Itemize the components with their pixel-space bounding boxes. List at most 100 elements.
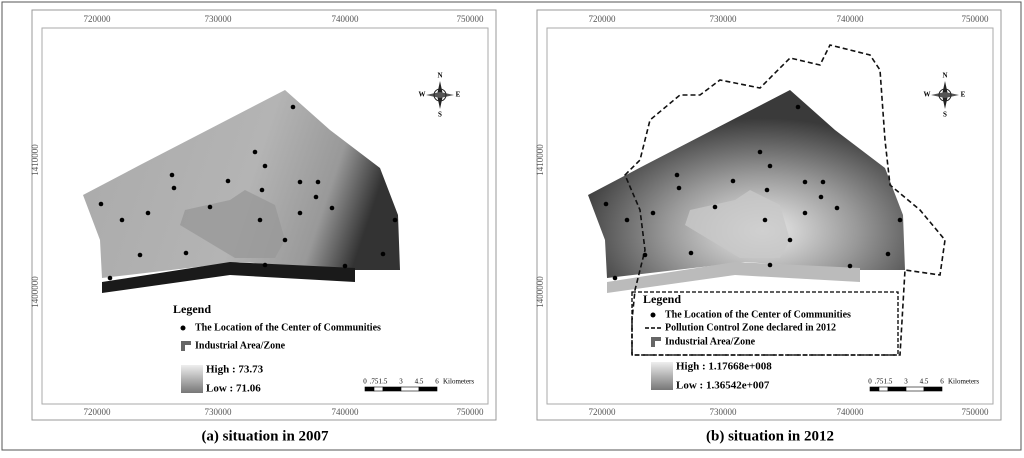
compass bbox=[433, 88, 447, 102]
community-dot bbox=[262, 262, 268, 268]
industrial-area bbox=[685, 190, 790, 258]
scale-label: 4.5 bbox=[415, 378, 424, 386]
scale-label: 1.5 bbox=[379, 378, 388, 386]
legend-title: Legend bbox=[173, 302, 211, 316]
y-coord-label: 1400000 bbox=[535, 276, 545, 308]
community-dot bbox=[802, 210, 808, 216]
community-dot bbox=[757, 149, 763, 155]
compass-label: E bbox=[961, 91, 966, 99]
x-coord-label: 750000 bbox=[962, 14, 990, 24]
scale-segment bbox=[905, 386, 925, 392]
community-dot bbox=[897, 217, 903, 223]
x-coord-label: 750000 bbox=[962, 407, 990, 417]
y-coord-label: 1400000 bbox=[30, 276, 40, 308]
legend-industrial bbox=[181, 341, 191, 351]
x-coord-label: 750000 bbox=[457, 407, 485, 417]
legend-ramp bbox=[651, 362, 673, 390]
community-dot bbox=[650, 210, 656, 216]
community-dot bbox=[252, 149, 258, 155]
community-dot bbox=[712, 204, 718, 210]
study-area bbox=[83, 90, 400, 278]
community-dot bbox=[169, 172, 175, 178]
legend-title: Legend bbox=[643, 292, 681, 306]
community-dot bbox=[145, 210, 151, 216]
community-dot bbox=[290, 104, 296, 110]
scale-unit: Kilometers bbox=[948, 378, 979, 386]
community-dot bbox=[847, 263, 853, 269]
compass-label: E bbox=[456, 91, 461, 99]
legend-item: Industrial Area/Zone bbox=[665, 336, 756, 347]
panel-frame bbox=[31, 9, 497, 421]
scale-label: 1.5 bbox=[884, 378, 893, 386]
x-coord-label: 730000 bbox=[205, 407, 233, 417]
caption: (b) situation in 2012 bbox=[706, 428, 834, 444]
legend-ramp bbox=[181, 365, 203, 393]
community-dot bbox=[624, 217, 630, 223]
scale-unit: Kilometers bbox=[443, 378, 474, 386]
scale-label: 6 bbox=[940, 378, 944, 386]
scale-segment bbox=[364, 386, 375, 392]
community-dot bbox=[820, 179, 826, 185]
community-dot bbox=[603, 201, 609, 207]
compass bbox=[426, 92, 454, 98]
compass bbox=[931, 92, 959, 98]
community-dot bbox=[315, 179, 321, 185]
y-coord-label: 1410000 bbox=[535, 144, 545, 176]
community-dot bbox=[259, 187, 265, 193]
x-coord-label: 750000 bbox=[457, 14, 485, 24]
community-dot bbox=[297, 179, 303, 185]
legend-low: Low : 71.06 bbox=[206, 383, 261, 395]
scale-label: 4.5 bbox=[920, 378, 929, 386]
community-dot bbox=[787, 237, 793, 243]
legend-dot bbox=[180, 325, 186, 331]
x-coord-label: 720000 bbox=[84, 407, 112, 417]
x-coord-label: 720000 bbox=[589, 14, 617, 24]
legend-frame bbox=[631, 291, 899, 356]
river-band bbox=[102, 262, 355, 293]
community-dot bbox=[262, 163, 268, 169]
caption: (a) situation in 2007 bbox=[201, 428, 329, 444]
compass-label: N bbox=[942, 72, 947, 80]
community-dot bbox=[834, 205, 840, 211]
legend-dot bbox=[650, 312, 656, 318]
legend-item: The Location of the Center of Communitie… bbox=[195, 322, 381, 333]
community-dot bbox=[676, 185, 682, 191]
community-dot bbox=[225, 178, 231, 184]
community-dot bbox=[392, 217, 398, 223]
scale-label: 0 bbox=[868, 378, 872, 386]
scale-segment bbox=[878, 386, 889, 392]
scale-label: 3 bbox=[399, 378, 403, 386]
community-dot bbox=[818, 194, 824, 200]
scale-segment bbox=[923, 386, 943, 392]
industrial-area bbox=[180, 190, 285, 258]
community-dot bbox=[730, 178, 736, 184]
compass-label: N bbox=[437, 72, 442, 80]
x-coord-label: 740000 bbox=[332, 407, 360, 417]
x-coord-label: 730000 bbox=[710, 407, 738, 417]
compass-label: S bbox=[438, 111, 442, 119]
legend-industrial bbox=[651, 337, 661, 347]
legend-high: High : 1.17668e+008 bbox=[676, 361, 772, 373]
legend-low: Low : 1.36542e+007 bbox=[676, 380, 770, 392]
scale-label: 3 bbox=[904, 378, 908, 386]
community-dot bbox=[688, 250, 694, 256]
compass bbox=[938, 88, 952, 102]
community-dot bbox=[98, 201, 104, 207]
community-dot bbox=[207, 204, 213, 210]
x-coord-label: 730000 bbox=[710, 14, 738, 24]
community-dot bbox=[885, 251, 891, 257]
community-dot bbox=[762, 217, 768, 223]
community-dot bbox=[767, 262, 773, 268]
scale-label: 0 bbox=[363, 378, 367, 386]
scale-segment bbox=[887, 386, 907, 392]
scale-label: 6 bbox=[435, 378, 439, 386]
community-dot bbox=[171, 185, 177, 191]
community-dot bbox=[119, 217, 125, 223]
community-dot bbox=[380, 251, 386, 257]
community-dot bbox=[795, 104, 801, 110]
compass-label: W bbox=[924, 91, 931, 99]
panel-frame bbox=[536, 9, 1002, 421]
community-dot bbox=[107, 275, 113, 281]
legend-item: Industrial Area/Zone bbox=[195, 340, 286, 351]
community-dot bbox=[767, 163, 773, 169]
